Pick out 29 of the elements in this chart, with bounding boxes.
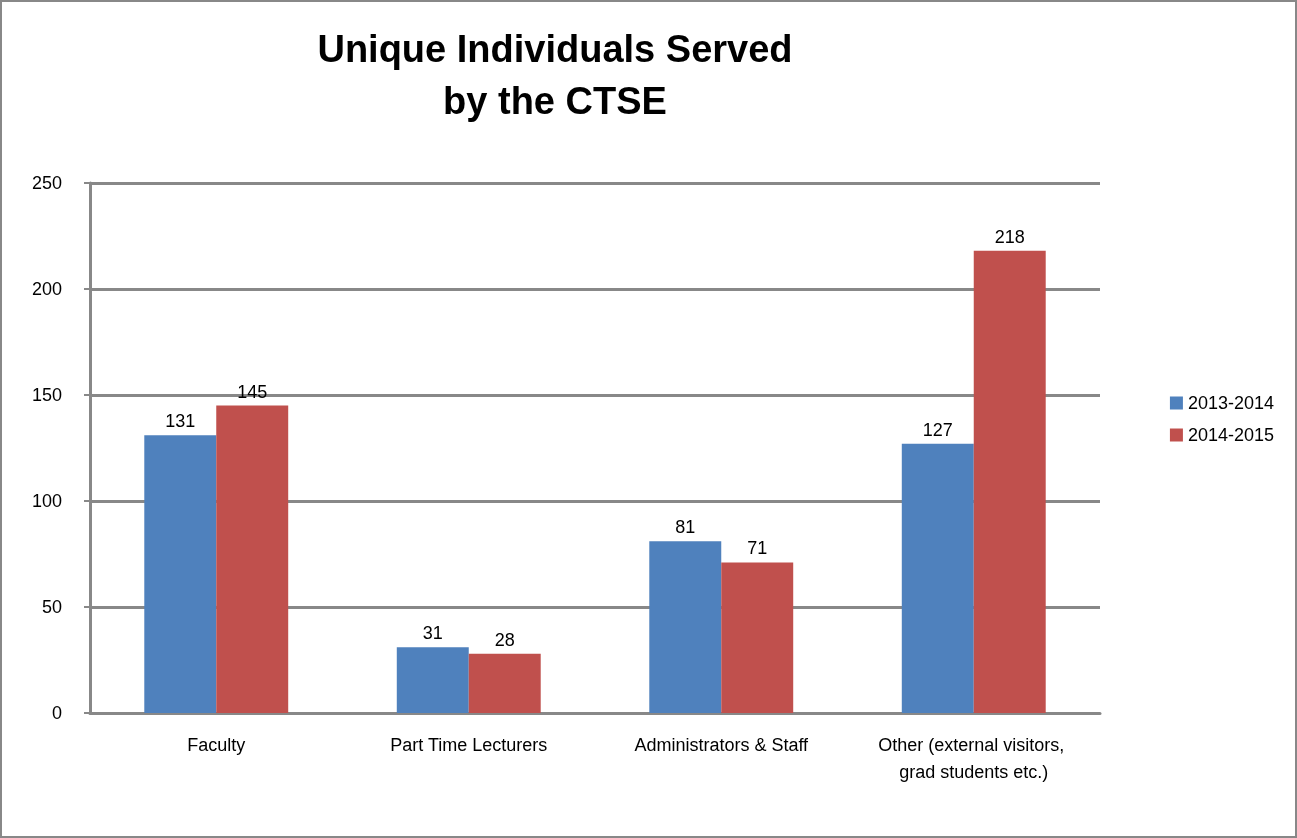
bar: [973, 250, 1046, 713]
y-tick-label: 50: [41, 597, 62, 617]
data-label: 127: [922, 419, 953, 440]
y-tick-label: 0: [51, 703, 62, 723]
bar: [721, 562, 794, 713]
y-tick-label: 250: [31, 173, 62, 193]
bar: [216, 405, 289, 713]
data-label: 145: [237, 381, 268, 402]
chart-title: Unique Individuals Served by the CTSE: [317, 28, 793, 122]
x-tick-label: Administrators & Staff: [634, 734, 810, 755]
bar: [901, 443, 974, 713]
bar: [468, 653, 541, 713]
x-tick-label: Faculty: [187, 734, 246, 755]
x-tick-label: Part Time Lecturers: [390, 734, 548, 755]
y-tick-label: 200: [31, 279, 62, 299]
y-tick-label: 150: [31, 385, 62, 405]
data-label: 31: [422, 623, 443, 644]
y-tick-label: 100: [31, 491, 62, 511]
bar: [396, 647, 469, 713]
bar: [144, 435, 217, 713]
legend-label: 2014-2015: [1187, 425, 1275, 445]
legend-label: 2013-2014: [1187, 393, 1275, 413]
data-label: 218: [994, 226, 1025, 247]
data-label: 131: [165, 411, 196, 432]
data-label: 28: [494, 629, 515, 650]
data-label: 71: [747, 538, 768, 559]
data-label: 81: [675, 517, 696, 538]
x-tick-label: Other (external visitors, grad students etc.): [878, 734, 1070, 782]
bar: [649, 541, 722, 713]
